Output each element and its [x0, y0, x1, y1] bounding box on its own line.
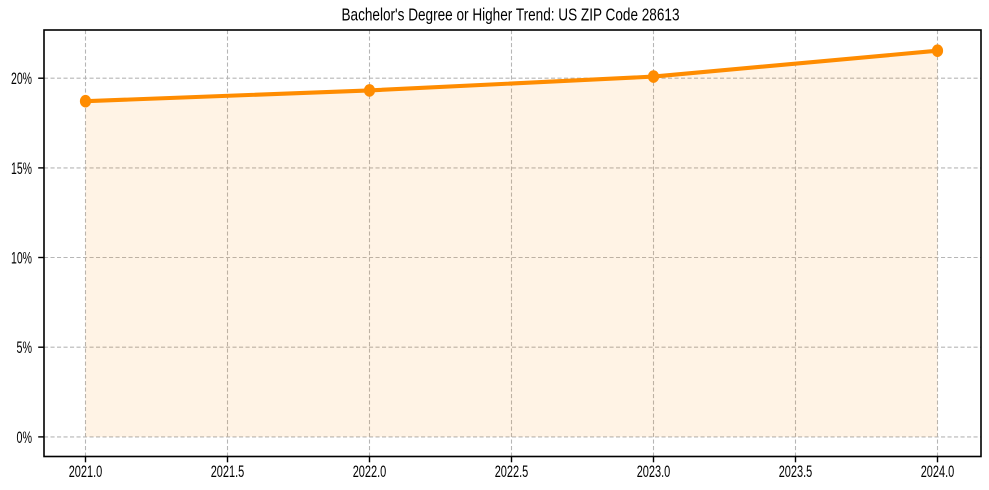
svg-text:5%: 5% — [17, 338, 33, 357]
svg-text:2023.5: 2023.5 — [779, 462, 813, 481]
svg-text:10%: 10% — [11, 248, 32, 267]
svg-text:2021.5: 2021.5 — [211, 462, 245, 481]
svg-text:2024.0: 2024.0 — [921, 462, 955, 481]
svg-text:15%: 15% — [11, 159, 32, 178]
svg-text:2022.0: 2022.0 — [353, 462, 387, 481]
svg-text:0%: 0% — [17, 428, 33, 447]
svg-text:2021.0: 2021.0 — [69, 462, 103, 481]
svg-text:20%: 20% — [11, 69, 32, 88]
svg-text:2022.5: 2022.5 — [495, 462, 529, 481]
svg-text:2023.0: 2023.0 — [637, 462, 671, 481]
svg-text:Bachelor's Degree or Higher Tr: Bachelor's Degree or Higher Trend: US ZI… — [342, 4, 680, 24]
